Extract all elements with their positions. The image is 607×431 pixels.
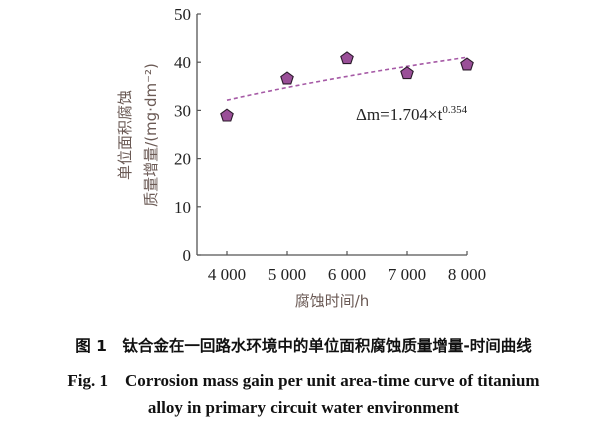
axes: 0 10 20 30 40 50 4 000 5 000 6 000 7 000 8 000 — [174, 5, 486, 284]
x-tick-label: 6 000 — [328, 265, 366, 284]
y-tick-label: 50 — [174, 5, 191, 24]
data-point — [460, 57, 474, 71]
chart: 0 10 20 30 40 50 4 000 5 000 6 000 7 000 8 000 Δm=… — [116, 5, 486, 310]
x-tick-label: 4 000 — [208, 265, 246, 284]
figure-caption-en-line2: alloy in primary circuit water environme… — [147, 398, 460, 417]
y-tick-label: 30 — [174, 101, 191, 120]
data-point — [400, 66, 414, 80]
y-tick-label: 20 — [174, 150, 191, 169]
y-axis-label-line2: 质量增量/(mg·dm⁻²) — [142, 63, 160, 207]
y-tick-label: 0 — [183, 246, 192, 265]
data-point — [220, 108, 234, 122]
y-tick-label: 40 — [174, 53, 191, 72]
data-point — [280, 71, 294, 85]
figure-caption-cn: 图 1 钛合金在一回路水环境中的单位面积腐蚀质量增量-时间曲线 — [75, 337, 532, 355]
data-point — [340, 51, 354, 65]
fit-curve-group — [226, 56, 468, 101]
y-axis-label-line1: 单位面积腐蚀 — [116, 90, 134, 180]
fit-curve — [226, 56, 468, 101]
y-tick-label: 10 — [174, 198, 191, 217]
data-points — [220, 51, 474, 122]
x-tick-label: 5 000 — [268, 265, 306, 284]
figure-caption-en-line1: Fig. 1 Corrosion mass gain per unit area… — [67, 371, 540, 390]
fit-equation: Δm=1.704×t0.354 — [356, 104, 468, 124]
x-tick-label: 7 000 — [388, 265, 426, 284]
x-tick-label: 8 000 — [448, 265, 486, 284]
x-axis-label: 腐蚀时间/h — [295, 292, 370, 310]
